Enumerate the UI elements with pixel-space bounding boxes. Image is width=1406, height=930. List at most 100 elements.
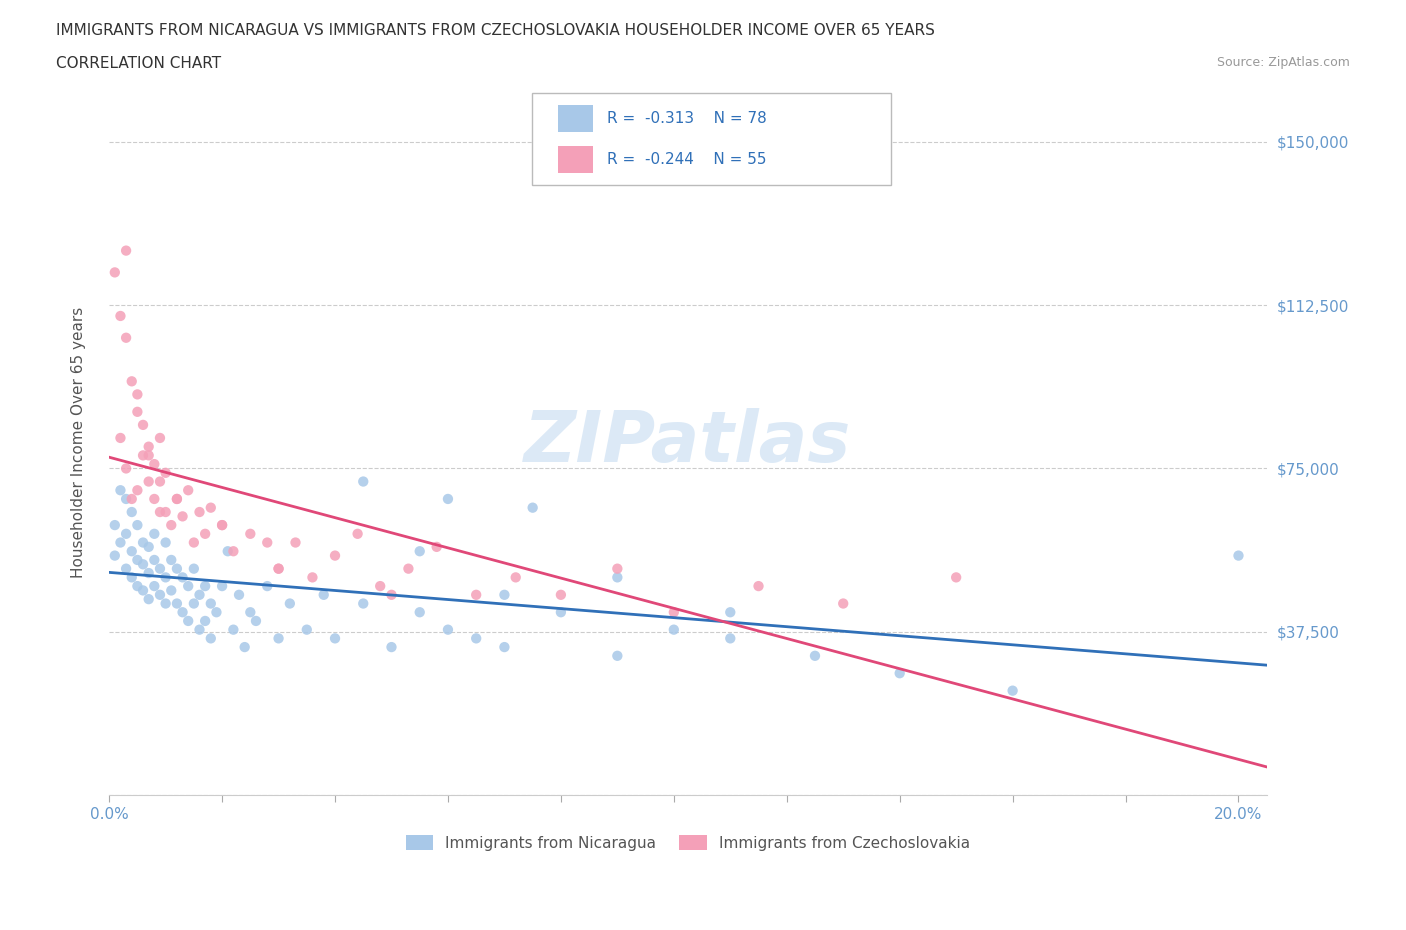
Point xyxy=(889,666,911,681)
Point xyxy=(832,596,855,611)
Point xyxy=(104,548,127,563)
Point xyxy=(1227,548,1250,563)
Point xyxy=(295,622,318,637)
Point xyxy=(606,570,628,585)
Text: ZIPatlas: ZIPatlas xyxy=(524,408,852,477)
Point xyxy=(278,596,301,611)
Point xyxy=(606,561,628,576)
Point xyxy=(494,588,516,603)
Point xyxy=(183,561,205,576)
Point xyxy=(606,648,628,663)
Point xyxy=(177,483,200,498)
Point xyxy=(121,544,143,559)
Point xyxy=(426,539,449,554)
Point xyxy=(127,405,149,419)
Point xyxy=(132,448,155,463)
Y-axis label: Householder Income Over 65 years: Householder Income Over 65 years xyxy=(72,307,86,578)
Point xyxy=(115,526,138,541)
Point xyxy=(368,578,391,593)
Point xyxy=(166,561,188,576)
Point xyxy=(256,535,278,550)
Point xyxy=(205,604,228,619)
Text: R =  -0.244    N = 55: R = -0.244 N = 55 xyxy=(607,152,766,166)
Point xyxy=(149,474,172,489)
Point xyxy=(550,604,572,619)
Point xyxy=(945,570,967,585)
Point xyxy=(160,552,183,567)
Point xyxy=(138,439,160,454)
Point xyxy=(166,492,188,507)
Point xyxy=(217,544,239,559)
Point xyxy=(662,622,685,637)
Point xyxy=(465,631,488,645)
Point xyxy=(352,596,374,611)
Point xyxy=(267,561,290,576)
Point xyxy=(550,588,572,603)
Point xyxy=(155,535,177,550)
Point xyxy=(211,518,233,533)
Point xyxy=(1001,684,1024,698)
Point xyxy=(155,596,177,611)
Point xyxy=(211,518,233,533)
Point xyxy=(138,591,160,606)
Text: Source: ZipAtlas.com: Source: ZipAtlas.com xyxy=(1216,56,1350,69)
Point xyxy=(211,578,233,593)
Point xyxy=(132,418,155,432)
Point xyxy=(233,640,256,655)
Point xyxy=(138,539,160,554)
FancyBboxPatch shape xyxy=(531,93,890,185)
Point xyxy=(494,640,516,655)
Point xyxy=(132,557,155,572)
Point xyxy=(239,604,262,619)
Point xyxy=(143,457,166,472)
Point xyxy=(155,505,177,520)
Legend: Immigrants from Nicaragua, Immigrants from Czechoslovakia: Immigrants from Nicaragua, Immigrants fr… xyxy=(398,827,977,858)
Point xyxy=(160,583,183,598)
Point xyxy=(104,265,127,280)
Point xyxy=(143,552,166,567)
Point xyxy=(301,570,323,585)
Point xyxy=(804,648,827,663)
Point xyxy=(718,631,741,645)
Text: IMMIGRANTS FROM NICARAGUA VS IMMIGRANTS FROM CZECHOSLOVAKIA HOUSEHOLDER INCOME O: IMMIGRANTS FROM NICARAGUA VS IMMIGRANTS … xyxy=(56,23,935,38)
Point xyxy=(228,588,250,603)
Point xyxy=(505,570,527,585)
Point xyxy=(177,614,200,629)
Point xyxy=(200,631,222,645)
Point xyxy=(352,474,374,489)
Point xyxy=(127,387,149,402)
Point xyxy=(138,565,160,580)
Point xyxy=(115,492,138,507)
Point xyxy=(194,526,217,541)
Point xyxy=(115,243,138,258)
Point xyxy=(522,500,544,515)
Point xyxy=(143,526,166,541)
Point xyxy=(409,544,432,559)
Point xyxy=(143,578,166,593)
Point xyxy=(256,578,278,593)
Point xyxy=(143,492,166,507)
Point xyxy=(465,588,488,603)
Point xyxy=(177,578,200,593)
Point xyxy=(747,578,769,593)
Point xyxy=(149,588,172,603)
Point xyxy=(110,483,132,498)
Point xyxy=(110,535,132,550)
Point xyxy=(132,583,155,598)
Text: CORRELATION CHART: CORRELATION CHART xyxy=(56,56,221,71)
Point xyxy=(380,588,402,603)
Point xyxy=(172,604,194,619)
Point xyxy=(194,614,217,629)
Point xyxy=(115,330,138,345)
Point xyxy=(437,622,460,637)
Point xyxy=(312,588,335,603)
Point xyxy=(149,431,172,445)
Point xyxy=(323,631,346,645)
Point xyxy=(323,548,346,563)
Point xyxy=(121,570,143,585)
Point xyxy=(437,492,460,507)
Point xyxy=(127,483,149,498)
Point xyxy=(188,588,211,603)
Point xyxy=(346,526,368,541)
Point xyxy=(121,374,143,389)
